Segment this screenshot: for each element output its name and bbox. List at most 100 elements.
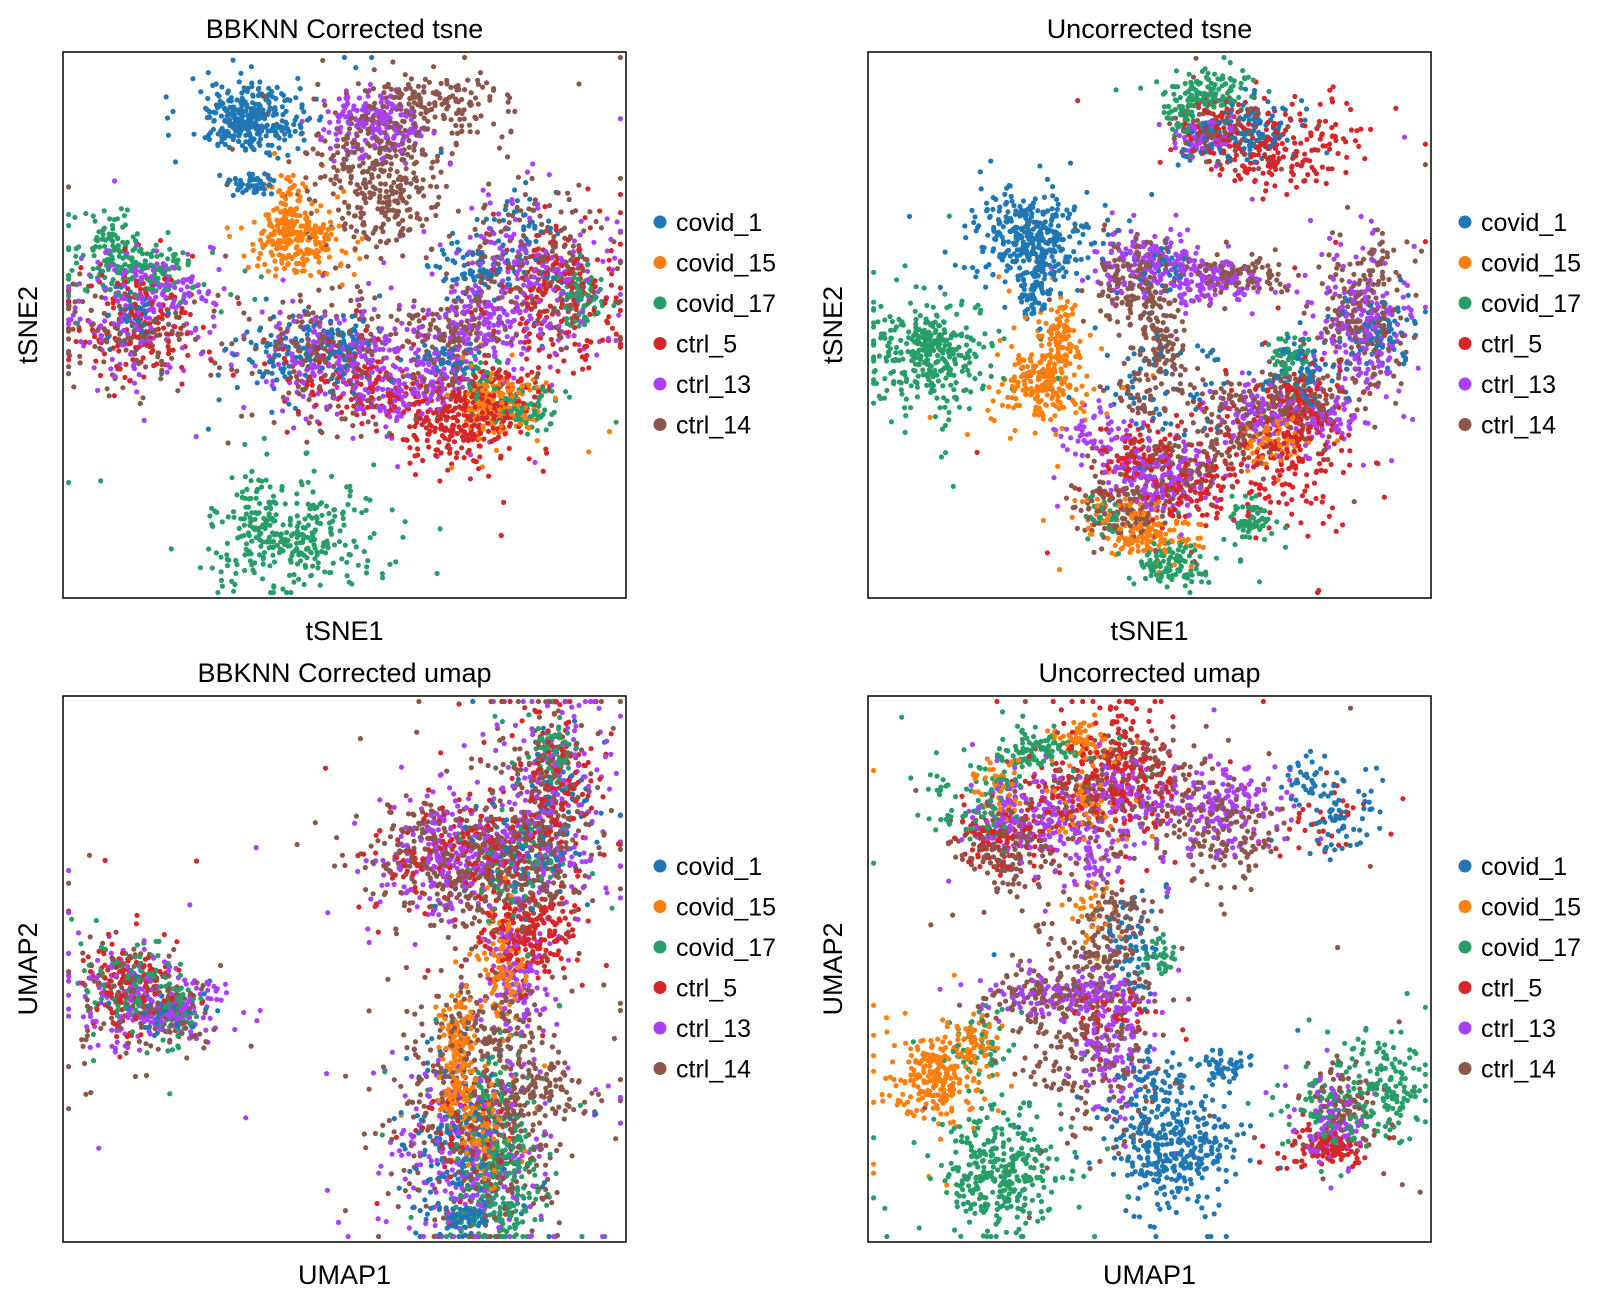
scatter-point [438, 416, 443, 421]
scatter-point [420, 458, 425, 463]
scatter-point [484, 80, 489, 85]
scatter-point [502, 431, 507, 436]
scatter-point [478, 113, 483, 118]
scatter-point [336, 207, 341, 212]
scatter-point [515, 198, 520, 203]
scatter-point [468, 476, 473, 481]
scatter-point [618, 192, 623, 197]
scatter-point [445, 307, 450, 312]
scatter-point [409, 109, 414, 114]
scatter-point [618, 285, 623, 290]
scatter-point [317, 384, 322, 389]
scatter-point [251, 109, 256, 114]
scatter-point [126, 255, 131, 260]
scatter-point [362, 549, 367, 554]
scatter-point [535, 318, 540, 323]
scatter-point [505, 258, 510, 263]
scatter-point [341, 391, 346, 396]
scatter-point [474, 331, 479, 336]
scatter-point [315, 340, 320, 345]
scatter-point [346, 205, 351, 210]
scatter-point [244, 547, 249, 552]
scatter-point [579, 219, 584, 224]
scatter-point [296, 577, 301, 582]
scatter-point [319, 152, 324, 157]
scatter-point [92, 253, 97, 258]
scatter-point [314, 208, 319, 213]
scatter-point [268, 316, 273, 321]
scatter-point [491, 426, 496, 431]
scatter-point [166, 310, 171, 315]
scatter-point [276, 189, 281, 194]
scatter-point [153, 295, 158, 300]
scatter-point [501, 500, 506, 505]
scatter-point [102, 226, 107, 231]
scatter-point [312, 469, 317, 474]
scatter-point [77, 281, 82, 286]
scatter-point [329, 345, 334, 350]
scatter-point [257, 79, 262, 84]
scatter-point [510, 248, 515, 253]
scatter-point [383, 182, 388, 187]
scatter-point [282, 137, 287, 142]
scatter-point [591, 240, 596, 245]
scatter-point [305, 535, 310, 540]
scatter-point [203, 135, 208, 140]
scatter-point [538, 327, 543, 332]
scatter-point [505, 154, 510, 159]
scatter-point [403, 128, 408, 133]
scatter-point [105, 386, 110, 391]
scatter-point [273, 130, 278, 135]
scatter-point [454, 322, 459, 327]
scatter-point [459, 445, 464, 450]
scatter-point [310, 530, 315, 535]
scatter-point [538, 213, 543, 218]
scatter-point [134, 283, 139, 288]
scatter-point [379, 326, 384, 331]
scatter-point [185, 331, 190, 336]
scatter-point [449, 290, 454, 295]
scatter-point [532, 275, 537, 280]
scatter-point [299, 223, 304, 228]
scatter-point [269, 143, 274, 148]
scatter-point [356, 303, 361, 308]
scatter-point [75, 321, 80, 326]
scatter-point [378, 130, 383, 135]
scatter-point [346, 346, 351, 351]
scatter-point [66, 364, 71, 369]
scatter-point [612, 256, 617, 261]
scatter-point [115, 343, 120, 348]
scatter-point [453, 123, 458, 128]
scatter-point [315, 255, 320, 260]
scatter-point [294, 355, 299, 360]
scatter-point [582, 303, 587, 308]
scatter-point [618, 116, 623, 121]
scatter-point [371, 231, 376, 236]
scatter-point [293, 336, 298, 341]
scatter-point [270, 516, 275, 521]
scatter-point [349, 174, 354, 179]
scatter-point [244, 329, 249, 334]
scatter-point [395, 318, 400, 323]
scatter-point [353, 246, 358, 251]
scatter-point [372, 101, 377, 106]
scatter-point [537, 332, 542, 337]
scatter-point [411, 89, 416, 94]
scatter-point [334, 343, 339, 348]
scatter-point [618, 299, 623, 304]
scatter-point [276, 362, 281, 367]
scatter-point [539, 222, 544, 227]
scatter-point [334, 237, 339, 242]
scatter-point [318, 583, 323, 588]
scatter-point [103, 285, 108, 290]
scatter-point [611, 239, 616, 244]
scatter-point [563, 272, 568, 277]
scatter-point [478, 279, 483, 284]
scatter-point [413, 95, 418, 100]
scatter-point [96, 229, 101, 234]
scatter-point [393, 148, 398, 153]
scatter-point [285, 351, 290, 356]
scatter-point [122, 213, 127, 218]
scatter-point [427, 101, 432, 106]
scatter-point [547, 353, 552, 358]
